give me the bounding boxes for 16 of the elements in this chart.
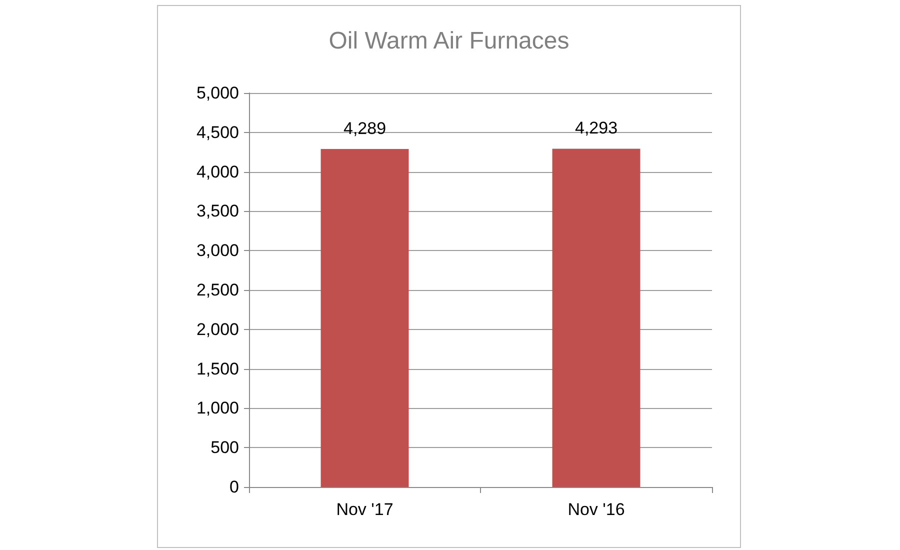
y-tick-label: 4,500 [196,122,239,142]
data-label: 4,293 [574,118,618,138]
y-tick-label: 2,500 [196,280,239,300]
chart-title: Oil Warm Air Furnaces [328,28,570,54]
y-tick-label: 2,000 [196,320,239,339]
y-tick-label: 4,000 [196,162,239,182]
x-tick-label: Nov '16 [568,500,625,519]
y-tick-label: 1,500 [196,359,239,378]
y-tick-label: 3,000 [196,241,239,260]
data-label: 4,289 [343,119,386,138]
y-tick-label: 500 [210,438,239,458]
y-tick-label: 0 [230,478,239,496]
y-tick-label: 3,500 [196,202,239,221]
y-tick-label: 5,000 [196,84,239,102]
x-tick-label: Nov '17 [336,500,394,519]
y-tick-label: 1,000 [196,398,239,418]
